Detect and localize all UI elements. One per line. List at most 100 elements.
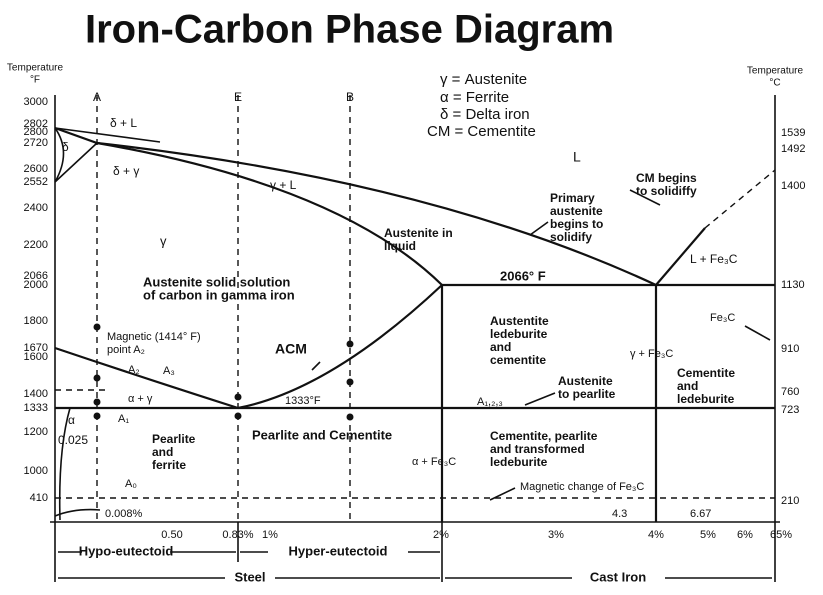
bottom-tick-label: 0.83% xyxy=(222,529,253,541)
region-label: 0.008% xyxy=(105,508,143,520)
region-label: A₂ xyxy=(128,364,140,376)
bottom-tick-label: 6% xyxy=(737,529,753,541)
region-label: point A₂ xyxy=(107,344,145,356)
region-label: to solidiffy xyxy=(636,184,697,198)
legend-entry: γ = Austenite xyxy=(440,71,527,88)
composition-marker: B xyxy=(346,90,354,104)
right-tick-label: 1492 xyxy=(781,143,805,155)
left-tick-label: 1670 xyxy=(24,342,48,354)
region-label: Cementite xyxy=(677,366,735,380)
region-label: ferrite xyxy=(152,458,186,472)
points xyxy=(93,323,354,421)
right-tick-label: 1130 xyxy=(781,279,805,291)
region-label: to pearlite xyxy=(558,387,616,401)
bottom-tick-label: 5% xyxy=(700,529,716,541)
range-label: Steel xyxy=(234,569,265,584)
region-label: Magnetic change of Fe₃C xyxy=(520,481,644,493)
legend-entry: δ = Delta iron xyxy=(440,106,530,123)
region-label: ledeburite xyxy=(490,327,548,341)
region-label: of carbon in gamma iron xyxy=(143,287,295,302)
legend-entry: α = Ferrite xyxy=(440,89,509,106)
region-label: and xyxy=(152,445,173,459)
region-label: δ + L xyxy=(110,116,137,130)
bottom-tick-label: 0.50 xyxy=(161,529,182,541)
axis-label: °F xyxy=(30,75,40,86)
region-label: A₁ xyxy=(118,413,129,425)
region-label: δ xyxy=(62,140,69,154)
region-label: Primary xyxy=(550,191,595,205)
region-label: ledeburite xyxy=(490,455,548,469)
region-label: liquid xyxy=(384,239,416,253)
left-tick-label: 2600 xyxy=(24,163,48,175)
region-label: and xyxy=(677,379,698,393)
region-label: L xyxy=(573,149,581,165)
region-label: begins to xyxy=(550,217,603,231)
region-label: 4.3 xyxy=(612,508,627,520)
left-tick-label: 2400 xyxy=(24,202,48,214)
left-tick-label: 1333 xyxy=(24,402,48,414)
left-tick-label: 2066 xyxy=(24,270,48,282)
axis-label: Temperature xyxy=(7,63,64,74)
left-tick-label: 1200 xyxy=(24,426,48,438)
left-tick-label: 3000 xyxy=(24,96,48,108)
region-label: austenite xyxy=(550,204,603,218)
right-tick-label: 1400 xyxy=(781,180,805,192)
region-label: Pearlite and Cementite xyxy=(252,427,392,442)
axis-label: Temperature xyxy=(747,66,804,77)
right-tick-label: 1539 xyxy=(781,127,805,139)
region-label: and xyxy=(490,340,511,354)
range-label: Hyper-eutectoid xyxy=(289,543,388,558)
region-label: γ xyxy=(160,233,167,248)
region-label: α + Fe₃C xyxy=(412,456,456,468)
bottom-tick-label: 3% xyxy=(548,529,564,541)
composition-marker: A xyxy=(93,90,101,104)
region-label: Austenite solid solution xyxy=(143,274,290,289)
region-label: A₃ xyxy=(163,365,175,377)
left-tick-label: 410 xyxy=(30,492,48,504)
bottom-tick-label: 2% xyxy=(433,529,449,541)
title: Iron-Carbon Phase Diagram xyxy=(85,8,614,52)
right-tick-label: 210 xyxy=(781,495,799,507)
right-tick-label: 723 xyxy=(781,404,799,416)
composition-marker: E xyxy=(234,90,242,104)
region-label: Austenite xyxy=(558,374,613,388)
region-label: δ + γ xyxy=(113,164,139,178)
region-label: Austenite in xyxy=(384,226,453,240)
right-tick-label: 910 xyxy=(781,343,799,355)
region-label: Cementite, pearlite xyxy=(490,429,598,443)
region-label: Austentite xyxy=(490,314,549,328)
region-label: 2066° F xyxy=(500,268,546,283)
left-tick-label: 1800 xyxy=(24,315,48,327)
left-tick-label: 2200 xyxy=(24,239,48,251)
region-label: cementite xyxy=(490,353,546,367)
region-label: CM begins xyxy=(636,171,697,185)
region-label: 6.67 xyxy=(690,508,711,520)
region-label: Magnetic (1414° F) xyxy=(107,331,201,343)
region-label: ledeburite xyxy=(677,392,735,406)
left-tick-label: 2720 xyxy=(24,137,48,149)
region-label: α xyxy=(68,413,75,427)
region-label: γ + L xyxy=(270,178,297,192)
left-tick-label: 1000 xyxy=(24,465,48,477)
region-label: L + Fe₃C xyxy=(690,252,738,266)
region-label: 0.025 xyxy=(58,433,88,447)
region-label: Fe₃C xyxy=(710,312,735,324)
region-label: and transformed xyxy=(490,442,585,456)
axis-label: °C xyxy=(769,78,780,89)
region-label: 1333°F xyxy=(285,395,321,407)
region-label: solidify xyxy=(550,230,592,244)
bottom-tick-label: 65% xyxy=(770,529,792,541)
left-tick-label: 2802 xyxy=(24,118,48,130)
range-label: Cast Iron xyxy=(590,569,646,584)
bottom-tick-label: 1% xyxy=(262,529,278,541)
left-tick-label: 2800 xyxy=(24,126,48,138)
region-label: Pearlite xyxy=(152,432,196,446)
region-label: γ + Fe₃C xyxy=(630,348,673,360)
left-tick-label: 2552 xyxy=(24,176,48,188)
region-label: ACM xyxy=(275,341,307,357)
legend-entry: CM = Cementite xyxy=(427,123,536,140)
region-label: α + γ xyxy=(128,393,153,405)
region-label: A₀ xyxy=(125,478,137,490)
right-tick-label: 760 xyxy=(781,386,799,398)
